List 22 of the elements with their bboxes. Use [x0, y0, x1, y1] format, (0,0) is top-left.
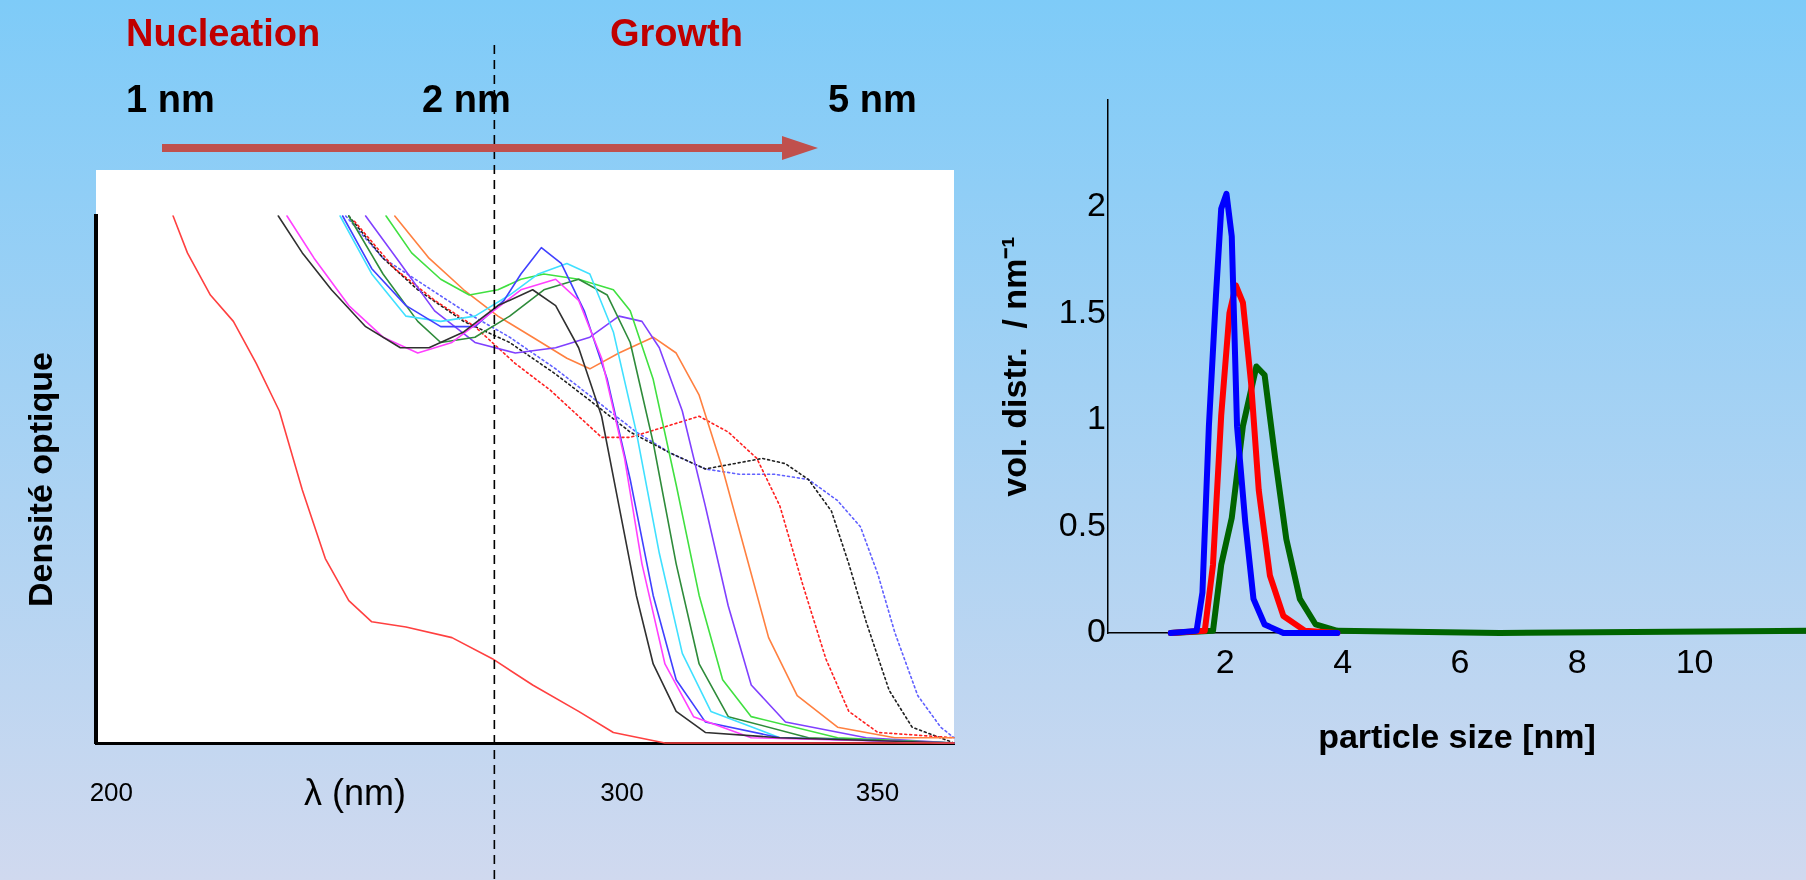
x-tick-label: 8	[1567, 641, 1587, 680]
y-tick-label: 2	[1087, 184, 1106, 223]
y-tick-label: 1	[1087, 398, 1106, 437]
y-tick-label: 0	[1087, 611, 1106, 650]
y-tick-label: 1.5	[1058, 291, 1106, 330]
x-tick-label: 300	[600, 776, 644, 807]
text: Growth	[610, 12, 743, 55]
y-tick-label: 0.5	[1058, 504, 1106, 543]
x-axis-title: particle size [nm]	[1318, 716, 1596, 755]
x-axis-title: λ (nm)	[303, 772, 407, 814]
x-tick-label: 200	[89, 776, 134, 807]
x-tick-label: 10	[1675, 641, 1714, 680]
x-tick-label: 2	[1215, 641, 1235, 680]
text: 1 nm	[126, 78, 215, 121]
x-tick-label: 350	[855, 776, 900, 807]
y-axis-title: Densité optique	[20, 351, 59, 608]
text: 5 nm	[828, 78, 917, 121]
text: 2 nm	[422, 78, 511, 121]
text: Nucleation	[126, 12, 321, 55]
x-tick-label: 4	[1333, 641, 1353, 680]
x-tick-label: 6	[1450, 641, 1470, 680]
y-axis-title: vol. distr. / nm⁻¹	[994, 236, 1033, 497]
